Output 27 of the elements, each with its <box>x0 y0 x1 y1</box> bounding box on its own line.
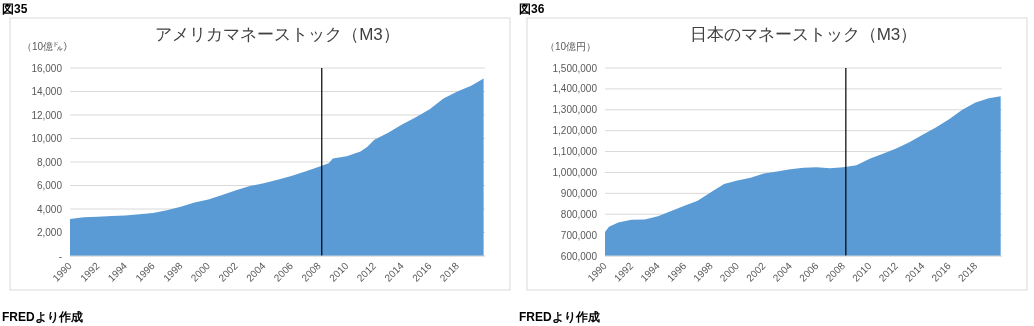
text: FREDより作成 <box>519 310 600 324</box>
y-tick-label: 700,000 <box>560 229 598 241</box>
y-tick-label: 600,000 <box>560 250 598 262</box>
y-tick-label: 1,100,000 <box>552 146 598 158</box>
y-tick-label: 16,000 <box>31 62 63 74</box>
y-tick-label: 900,000 <box>560 187 598 199</box>
y-tick-label: 1,500,000 <box>552 62 598 74</box>
y-tick-label: 1,200,000 <box>552 125 598 137</box>
y-axis-title: （10億㌦） <box>22 41 74 52</box>
chart-title: アメリカマネーストック（M3） <box>155 25 400 44</box>
y-tick-label: 10,000 <box>31 133 63 144</box>
y-tick-label: 12,000 <box>31 109 63 121</box>
y-tick-label: 14,000 <box>31 86 63 97</box>
y-tick-label: 1,400,000 <box>552 83 598 95</box>
y-tick-label: 800,000 <box>560 208 598 220</box>
y-tick-label: 8,000 <box>36 156 63 168</box>
caption: 図36 <box>519 2 545 16</box>
y-tick-label: 2,000 <box>36 227 63 238</box>
y-tick-label: 6,000 <box>36 180 63 191</box>
text: FREDより作成 <box>2 310 83 324</box>
y-tick-label: 1,000,000 <box>552 166 598 178</box>
y-tick-label: - <box>58 250 62 262</box>
y-axis-title: （10億円） <box>545 41 597 52</box>
caption: 図35 <box>2 2 28 16</box>
y-tick-label: 1,300,000 <box>552 104 598 116</box>
y-tick-label: 4,000 <box>36 203 63 215</box>
chart-title: 日本のマネーストック（M3） <box>689 25 918 44</box>
